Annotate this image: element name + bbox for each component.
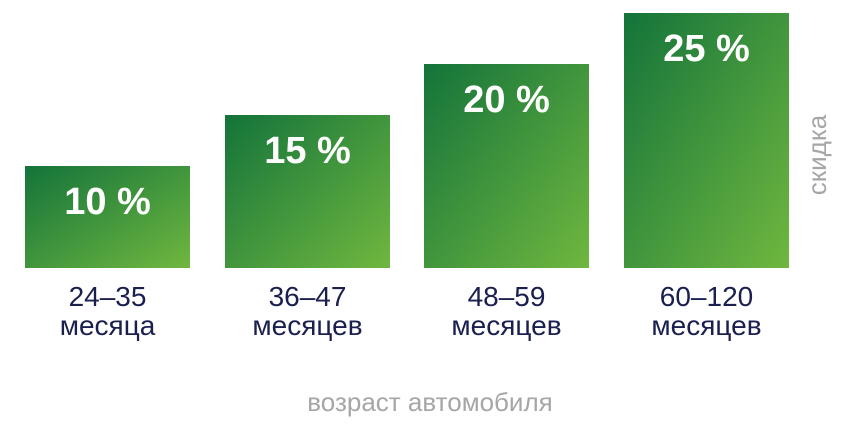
category-label-1-line-2: месяца <box>60 310 156 341</box>
value-labels-group: 10 % 15 % 20 % 25 % <box>64 28 750 223</box>
category-label-1-line-1: 24–35 <box>69 281 147 312</box>
bar-2 <box>225 115 390 268</box>
bar-1 <box>25 166 190 268</box>
category-label-2-line-1: 36–47 <box>269 281 347 312</box>
category-labels-group: 24–35месяца36–47месяцев48–59месяцев60–12… <box>60 281 762 341</box>
category-label-3-line-1: 48–59 <box>468 281 546 312</box>
bar-4 <box>624 13 789 268</box>
x-axis-label: возраст автомобиля <box>307 387 552 417</box>
bar-value-label-4: 25 % <box>663 28 750 70</box>
bar-value-label-1: 10 % <box>64 181 151 223</box>
bar-value-label-2: 15 % <box>264 130 351 172</box>
category-label-4-line-2: месяцев <box>651 310 761 341</box>
category-label-4-line-1: 60–120 <box>660 281 753 312</box>
category-label-3-line-2: месяцев <box>451 310 561 341</box>
bar-3 <box>424 64 589 268</box>
category-label-2-line-2: месяцев <box>252 310 362 341</box>
bar-value-label-3: 20 % <box>463 79 550 121</box>
bars-group <box>25 13 789 268</box>
y-axis-label: скидка <box>802 114 832 195</box>
